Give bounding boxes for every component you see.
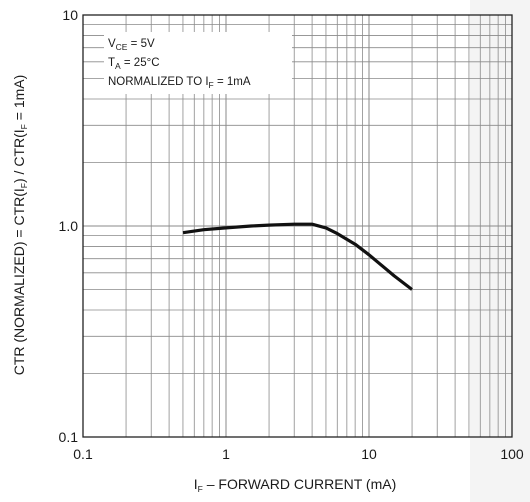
ctr-curve-series-line	[182, 222, 413, 291]
plot-frame	[82, 14, 513, 438]
y-tick-label: 0.1	[59, 429, 79, 445]
watermark	[470, 0, 530, 502]
x-tick-label: 100	[500, 446, 524, 462]
x-tick-label: 1	[222, 446, 230, 462]
y-tick-label: 1.0	[59, 218, 79, 234]
tick-labels: 0.1 1 10 100 0.1 1.0 10	[59, 7, 524, 462]
annotation-box: VCE = 5V TA = 25°C NORMALIZED TO IF = 1m…	[104, 32, 292, 94]
x-tick-label: 10	[361, 446, 377, 462]
annotation-normalized: NORMALIZED TO IF = 1mA	[108, 76, 251, 90]
x-tick-label: 0.1	[73, 446, 93, 462]
annotation-vce: VCE = 5V	[108, 38, 155, 52]
annotation-ta: TA = 25°C	[108, 57, 160, 71]
y-tick-label: 10	[62, 7, 78, 23]
curve-layer	[182, 222, 413, 291]
x-axis-label: IF – FORWARD CURRENT (mA)	[194, 476, 397, 494]
y-axis-label: CTR (NORMALIZED) = CTR(IF) / CTR(IF = 1m…	[11, 75, 29, 376]
